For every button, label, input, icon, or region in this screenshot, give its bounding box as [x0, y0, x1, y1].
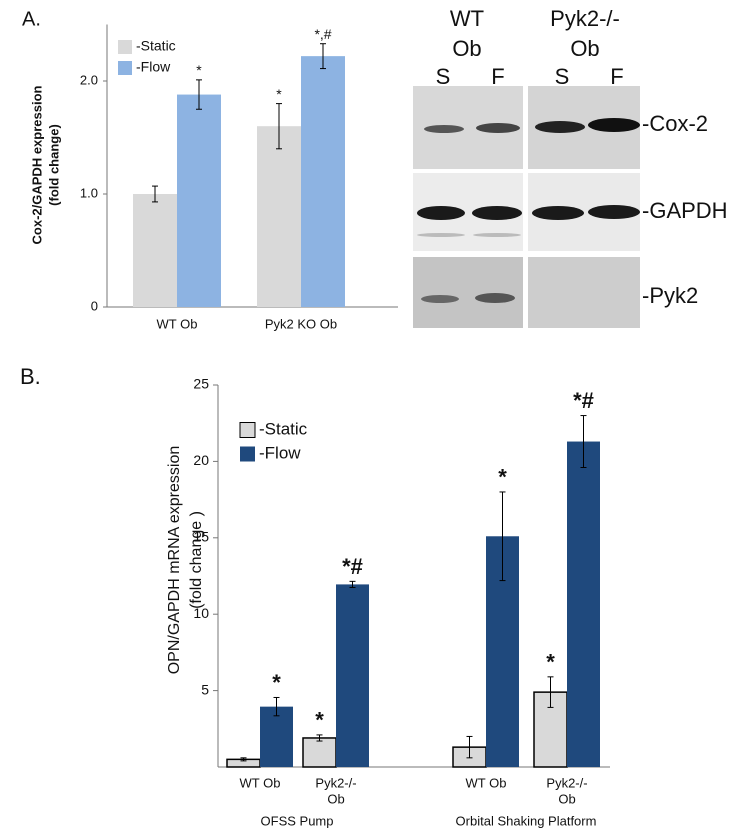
legend-swatch — [118, 40, 132, 54]
x-tick-label: WT Ob — [157, 316, 198, 331]
x-tick-label: Pyk2-/- — [546, 775, 587, 790]
chart: A. 0 1.0 2.0 Cox-2/GAPDH expression (fold cha… — [22, 8, 398, 331]
y-axis-label: OPN/GAPDH mRNA expression — [166, 446, 183, 675]
y-tick-label: 20 — [193, 452, 209, 468]
y-tick-label: 15 — [193, 529, 209, 545]
error-bar — [152, 185, 158, 203]
error-bar — [240, 757, 247, 762]
error-bar — [273, 696, 280, 717]
y-tick-label: 2.0 — [80, 72, 98, 87]
bar — [177, 94, 221, 307]
bar — [257, 126, 301, 307]
x-tick-label: Pyk2 KO Ob — [265, 316, 337, 331]
error-bar — [320, 43, 326, 70]
legend-swatch — [118, 61, 132, 75]
error-bar — [499, 491, 506, 582]
annotation: * — [498, 465, 507, 490]
chart: B. 5 10 15 20 25 OPN/GAPDH mRNA expression (fol… — [20, 364, 610, 828]
band-label: -GAPDH — [642, 198, 728, 223]
bar — [302, 737, 337, 768]
bar — [133, 194, 177, 307]
x-tick-label: WT Ob — [240, 775, 281, 790]
annotation: * — [196, 62, 202, 78]
x-tick-label: WT Ob — [466, 775, 507, 790]
blot-header: Ob — [452, 36, 481, 61]
annotation: *,# — [314, 26, 331, 42]
annotation: * — [272, 670, 281, 695]
panel-label: A. — [22, 8, 41, 30]
annotation: * — [546, 649, 555, 674]
y-axis-label: (fold change ) — [188, 511, 205, 609]
legend-label: -Static — [136, 38, 176, 54]
band-label: -Pyk2 — [642, 283, 698, 308]
lane-label: F — [610, 64, 623, 89]
group-label: Orbital Shaking Platform — [456, 813, 597, 828]
blot-header: Ob — [570, 36, 599, 61]
error-bar — [580, 415, 587, 469]
x-tick-label: Ob — [558, 791, 575, 806]
bar — [567, 441, 600, 767]
blot-header: Pyk2-/- — [550, 6, 620, 31]
lane-label: S — [555, 64, 570, 89]
legend-label: -Static — [259, 419, 308, 438]
band-label: -Cox-2 — [642, 111, 708, 136]
x-tick-label: Ob — [327, 791, 344, 806]
error-bar — [196, 79, 202, 110]
blot-image — [413, 86, 640, 328]
group-label: OFSS Pump — [261, 813, 334, 828]
error-bar — [466, 735, 473, 759]
error-bar — [547, 676, 554, 708]
legend-swatch — [239, 422, 256, 438]
y-tick-label: 10 — [193, 605, 209, 621]
bar — [301, 56, 345, 307]
legend-label: -Flow — [259, 443, 301, 462]
annotation: *# — [342, 554, 363, 579]
annotation: * — [315, 708, 324, 733]
error-bar — [349, 580, 356, 588]
legend-label: -Flow — [136, 59, 171, 75]
error-bar — [276, 103, 282, 150]
bar — [260, 706, 293, 767]
bar — [336, 584, 369, 767]
y-tick-label: 5 — [201, 681, 209, 697]
y-tick-label: 25 — [193, 376, 209, 392]
y-tick-label: 1.0 — [80, 185, 98, 200]
error-bar — [316, 734, 323, 742]
annotation: * — [276, 86, 282, 102]
blot-header: WT — [450, 6, 484, 31]
annotation: *# — [573, 388, 594, 413]
x-tick-label: Pyk2-/- — [315, 775, 356, 790]
legend-swatch — [240, 446, 255, 462]
y-axis-label: Cox-2/GAPDH expression — [29, 85, 44, 244]
y-axis-label: (fold change) — [46, 124, 61, 206]
lane-label: S — [436, 64, 451, 89]
panel-label: B. — [20, 364, 41, 389]
lane-label: F — [491, 64, 504, 89]
y-tick-label: 0 — [91, 298, 98, 313]
